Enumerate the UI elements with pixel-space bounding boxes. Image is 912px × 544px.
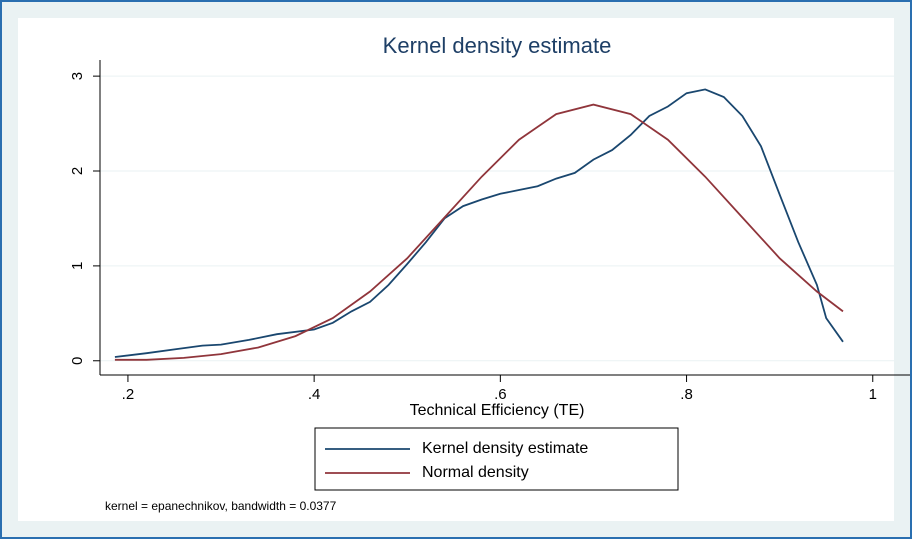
density-line: [114, 88, 844, 358]
note: kernel = epanechnikov, bandwidth = 0.037…: [105, 499, 337, 513]
y-tick-label: 2: [69, 167, 86, 175]
density-line: [114, 103, 844, 361]
chart-title: Kernel density estimate: [383, 33, 612, 58]
legend-label: Normal density: [422, 464, 529, 481]
x-tick-label: .4: [308, 386, 321, 403]
y-tick-label: 1: [69, 262, 86, 270]
legend-label: Kernel density estimate: [422, 440, 588, 457]
y-tick-label: 0: [69, 357, 86, 365]
x-tick-label: .6: [494, 386, 507, 403]
x-tick-label: 1: [869, 386, 877, 403]
x-tick-label: .8: [680, 386, 693, 403]
legend: [314, 427, 679, 491]
y-tick-label: 3: [69, 72, 86, 80]
x-axis-label: Technical Efficiency (TE): [410, 402, 585, 419]
x-tick-label: .2: [122, 386, 135, 403]
